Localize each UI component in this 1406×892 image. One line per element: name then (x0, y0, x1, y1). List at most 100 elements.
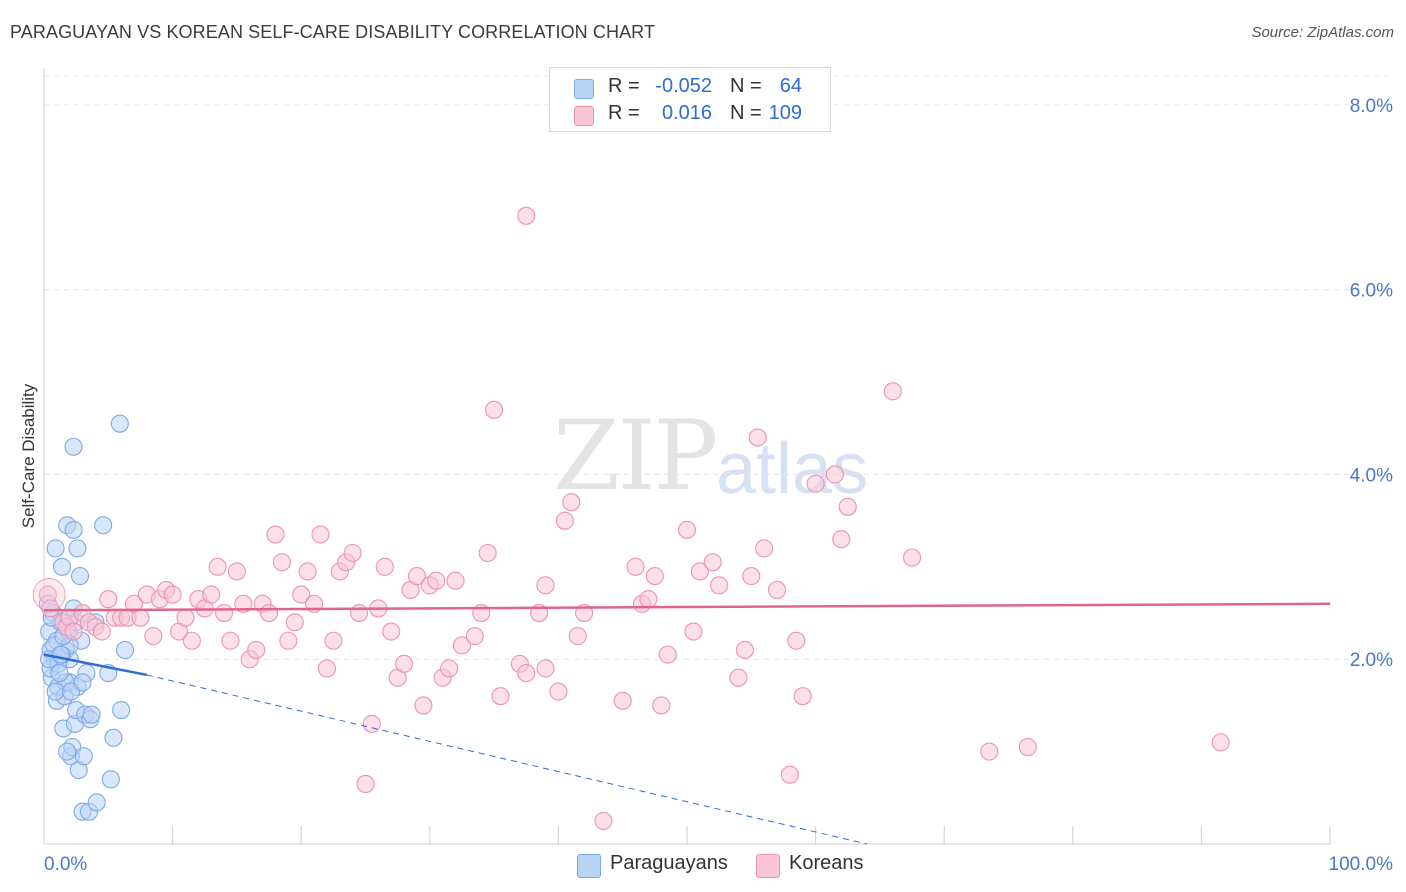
korean-point (684, 622, 703, 641)
korean-point (658, 645, 677, 664)
korean-point (440, 659, 459, 678)
korean-cluster-point (32, 578, 66, 611)
korean-point (568, 627, 587, 646)
korean-point (395, 654, 414, 673)
paraguayan-point (58, 742, 77, 761)
korean-point (690, 562, 709, 581)
chart-title: PARAGUAYAN VS KOREAN SELF-CARE DISABILIT… (10, 22, 656, 42)
legend-swatch-koreans (574, 106, 594, 126)
korean-point (703, 553, 722, 572)
paraguayan-point (50, 664, 69, 683)
korean-point (182, 631, 201, 650)
paraguayan-point (68, 539, 87, 558)
y-axis-title: Self-Care Disability (19, 383, 38, 528)
korean-point (298, 562, 317, 581)
korean-point (176, 608, 195, 627)
korean-point (99, 590, 118, 609)
paraguayan-point (64, 437, 83, 456)
korean-point (41, 599, 60, 618)
series-swatch-paraguayans (577, 854, 601, 878)
korean-point (382, 622, 401, 641)
korean-point (1211, 733, 1230, 752)
korean-point (163, 585, 182, 604)
korean-point (324, 631, 343, 650)
korean-point (517, 206, 536, 225)
korean-point (311, 525, 330, 544)
korean-point (279, 631, 298, 650)
paraguayan-point (110, 414, 129, 433)
korean-trend-line (43, 602, 1331, 612)
korean-point (767, 580, 787, 600)
korean-point (375, 557, 394, 576)
korean-point (478, 543, 497, 563)
korean-point (131, 608, 150, 627)
y-tick-label: 8.0% (1350, 96, 1393, 117)
paraguayan-point (104, 728, 123, 747)
korean-point (227, 562, 246, 581)
legend-n-value: 109 (768, 102, 802, 124)
paraguayan-point (101, 770, 120, 789)
paraguayan-point (46, 539, 65, 558)
legend-n-label: N = (730, 75, 762, 97)
paraguayan-point (52, 557, 72, 576)
series-swatch-koreans (756, 854, 780, 878)
korean-point (485, 400, 504, 419)
x-tick-label-min: 0.0% (44, 854, 87, 875)
paraguayan-point (115, 640, 135, 660)
korean-point (748, 428, 767, 447)
korean-point (755, 539, 774, 558)
korean-point (806, 474, 825, 493)
korean-point (292, 585, 311, 604)
korean-point (549, 682, 568, 701)
korean-point (902, 548, 922, 567)
korean-point (356, 774, 375, 794)
korean-point (883, 382, 902, 401)
paraguayan-point (82, 705, 101, 724)
paraguayan-point (70, 567, 90, 586)
korean-point (1018, 737, 1037, 757)
korean-point (247, 640, 266, 660)
correlation-legend: R = -0.052 N = 64 R = 0.016 N = 109 (549, 67, 831, 132)
y-tick-label: 6.0% (1350, 281, 1393, 302)
korean-point (652, 696, 671, 715)
legend-swatch-paraguayans (574, 79, 594, 99)
legend-r-label: R = (608, 102, 640, 124)
paraguayan-trend-extension (146, 674, 868, 845)
korean-point (710, 576, 729, 595)
korean-point (407, 567, 426, 586)
paraguayan-point (87, 793, 106, 812)
x-tick-label-max: 100.0% (1329, 854, 1394, 875)
legend-r-value: 0.016 (661, 102, 712, 124)
korean-point (214, 603, 234, 623)
legend-row-koreans: R = 0.016 N = 109 (550, 100, 830, 128)
korean-point (793, 687, 812, 706)
korean-point (266, 525, 285, 544)
korean-point (742, 567, 761, 586)
paraguayan-point (74, 747, 93, 766)
korean-point (144, 627, 163, 646)
korean-point (645, 567, 664, 586)
korean-point (272, 553, 291, 572)
watermark-atlas: atlas (716, 429, 869, 509)
korean-point (639, 590, 658, 609)
korean-point (414, 696, 433, 715)
korean-point (735, 640, 754, 660)
source-label: Source: ZipAtlas.com (1251, 24, 1394, 41)
paraguayan-point (73, 673, 92, 692)
korean-point (350, 603, 369, 623)
korean-point (980, 742, 999, 761)
korean-point (555, 511, 574, 530)
korean-point (626, 557, 645, 576)
korean-point (362, 714, 381, 733)
paraguayan-point (51, 645, 70, 664)
watermark-zip: ZIP (553, 400, 718, 512)
korean-point (787, 631, 806, 650)
korean-point (517, 664, 536, 683)
korean-point (729, 668, 748, 687)
korean-point (92, 622, 111, 641)
legend-n-label: N = (730, 102, 762, 124)
korean-point (64, 622, 83, 641)
legend-r-label: R = (608, 75, 640, 97)
korean-point (208, 557, 227, 576)
